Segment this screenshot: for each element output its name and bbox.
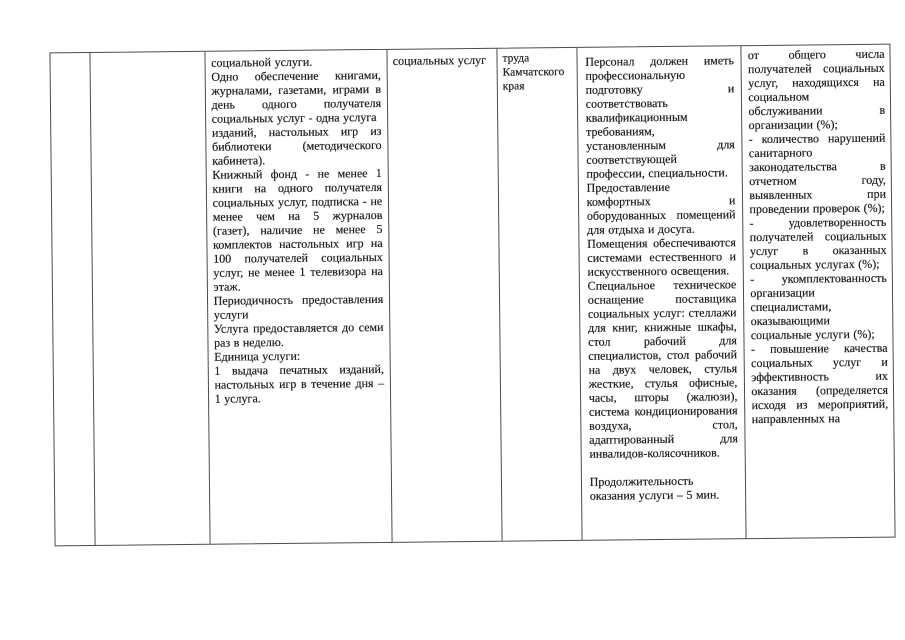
cell-paragraph: Книжный фонд - не менее 1 книги на одног… bbox=[212, 165, 383, 294]
cell-paragraph: Периодичность предоставления услуги bbox=[213, 291, 384, 322]
cell-paragraph: труда Камчатского края bbox=[502, 52, 565, 93]
cell-paragraph: - повышение качества социальных услуг и … bbox=[750, 340, 889, 427]
cell-paragraph: Специальное техническое оснащение постав… bbox=[587, 277, 738, 461]
cell-paragraph: 1 выдача печатных изданий, настольных иг… bbox=[214, 361, 385, 406]
cell-paragraph: Услуга предоставляется до семи раз в нед… bbox=[213, 319, 384, 350]
cell-paragraph: от общего числа получателей социальных у… bbox=[747, 46, 886, 133]
table-column-provider: социальных услуг bbox=[387, 48, 503, 542]
cell-paragraph: - укомплектованность организации специал… bbox=[750, 270, 887, 343]
cell-paragraph: изданий, настольных игр из библиотеки (м… bbox=[211, 123, 382, 168]
cell-paragraph: - количество нарушений санитарного закон… bbox=[748, 130, 887, 217]
table-column-quality-indicators: от общего числа получателей социальных у… bbox=[742, 45, 895, 539]
table-column-authority: труда Камчатского края bbox=[497, 47, 583, 541]
table-column-service-description: социальной услуги. Одно обеспечение книга… bbox=[205, 49, 393, 544]
table-column-quality-requirements: Персонал должен иметь профессиональную п… bbox=[577, 46, 747, 540]
cell-paragraph: Персонал должен иметь профессиональную п… bbox=[585, 53, 735, 181]
cell-paragraph: Продолжительность оказания услуги – 5 ми… bbox=[589, 473, 720, 503]
cell-paragraph: Помещения обеспечиваются системами естес… bbox=[587, 235, 737, 279]
cell-paragraph: - удовлетворенность получателей социальн… bbox=[749, 214, 887, 273]
table-column-1 bbox=[50, 52, 96, 546]
table-column-2 bbox=[90, 51, 211, 545]
cell-paragraph: Одно обеспечение книгами, журналами, газ… bbox=[211, 67, 382, 126]
cell-paragraph: социальных услуг bbox=[392, 52, 487, 68]
cell-paragraph: Предоставление комфортных и оборудованны… bbox=[586, 179, 736, 237]
social-services-table-fragment: социальной услуги. Одно обеспечение книга… bbox=[49, 43, 896, 547]
